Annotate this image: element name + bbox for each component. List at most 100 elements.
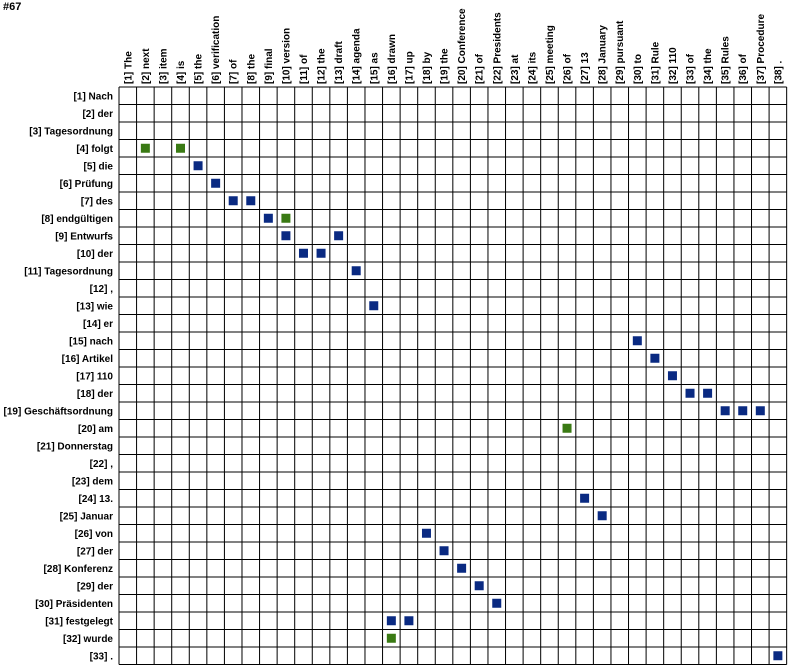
row-label: [13] wie xyxy=(76,301,113,312)
column-label: [24] its xyxy=(527,51,538,84)
row-label: [20] am xyxy=(78,424,113,435)
row-label: [6] Prüfung xyxy=(60,179,113,190)
alignment-cell-blue xyxy=(738,406,748,416)
row-label: [3] Tagesordnung xyxy=(29,126,113,137)
row-label: [12] , xyxy=(90,284,114,295)
column-label: [2] next xyxy=(141,48,152,84)
row-label: [9] Entwurfs xyxy=(55,231,113,242)
column-label: [29] pursuant xyxy=(615,20,626,84)
row-label: [7] des xyxy=(81,196,114,207)
alignment-cell-blue xyxy=(281,231,291,241)
column-label: [15] as xyxy=(369,52,380,84)
row-label: [16] Artikel xyxy=(62,354,114,365)
column-label: [19] the xyxy=(440,48,451,84)
row-label: [23] dem xyxy=(72,476,113,487)
column-label: [34] the xyxy=(703,48,714,84)
column-label: [1] The xyxy=(123,51,134,84)
row-label: [17] 110 xyxy=(76,371,113,382)
alignment-cells xyxy=(140,143,783,661)
alignment-cell-blue xyxy=(650,353,660,363)
column-label: [25] meeting xyxy=(545,25,556,84)
column-label: [16] drawn xyxy=(387,34,398,84)
column-label: [35] Rules xyxy=(721,36,732,84)
alignment-cell-blue xyxy=(421,528,431,538)
column-label: [6] verification xyxy=(211,16,222,84)
alignment-cell-blue xyxy=(720,406,730,416)
column-labels: [1] The [2] next [3] item [4] is [5] the [6] … xyxy=(123,8,784,84)
column-label: [23] at xyxy=(510,54,521,84)
column-label: [32] 110 xyxy=(668,47,679,84)
column-label: [20] Conference xyxy=(457,8,468,84)
alignment-cell-green xyxy=(562,423,572,433)
alignment-cell-blue xyxy=(773,651,783,661)
grid xyxy=(118,86,788,665)
row-label: [10] der xyxy=(77,249,113,260)
row-label: [4] folgt xyxy=(76,144,113,155)
column-label: [3] item xyxy=(158,48,169,84)
column-label: [38] . xyxy=(773,60,784,84)
alignment-cell-blue xyxy=(755,406,765,416)
figure-id: #67 xyxy=(3,1,22,13)
row-label: [5] die xyxy=(84,161,114,172)
alignment-cell-blue xyxy=(474,581,484,591)
row-label: [21] Donnerstag xyxy=(37,441,113,452)
row-label: [2] der xyxy=(82,109,113,120)
row-label: [30] Präsidenten xyxy=(35,599,113,610)
column-label: [28] January xyxy=(598,25,609,84)
row-label: [32] wurde xyxy=(63,634,113,645)
alignment-cell-green xyxy=(281,213,291,223)
row-label: [27] der xyxy=(77,546,113,557)
column-label: [33] of xyxy=(686,53,697,84)
alignment-cell-blue xyxy=(298,248,308,258)
alignment-cell-blue xyxy=(703,388,713,398)
alignment-cell-blue xyxy=(334,231,344,241)
column-label: [36] of xyxy=(738,53,749,84)
alignment-cell-blue xyxy=(369,301,379,311)
column-label: [7] of xyxy=(229,59,240,84)
row-label: [31] festgelegt xyxy=(45,616,113,627)
column-label: [21] of xyxy=(475,53,486,84)
column-label: [27] 13 xyxy=(580,52,591,84)
alignment-cell-green xyxy=(140,143,150,153)
alignment-cell-blue xyxy=(580,493,590,503)
row-label: [15] nach xyxy=(69,336,113,347)
row-label: [14] er xyxy=(83,319,113,330)
alignment-cell-blue xyxy=(597,511,607,521)
alignment-cell-blue xyxy=(193,161,203,171)
column-label: [12] the xyxy=(317,48,328,84)
column-label: [22] Presidents xyxy=(492,12,503,84)
alignment-cell-blue xyxy=(404,616,414,626)
column-label: [17] up xyxy=(404,51,415,84)
alignment-cell-blue xyxy=(685,388,695,398)
alignment-cell-blue xyxy=(439,546,449,556)
alignment-cell-blue xyxy=(667,371,677,381)
alignment-cell-blue xyxy=(386,616,396,626)
row-label: [1] Nach xyxy=(74,91,113,102)
alignment-cell-blue xyxy=(246,196,256,206)
row-label: [24] 13. xyxy=(79,494,114,505)
column-label: [9] final xyxy=(264,48,275,84)
column-label: [5] the xyxy=(194,54,205,84)
row-label: [26] von xyxy=(75,529,113,540)
row-label: [29] der xyxy=(77,581,113,592)
alignment-cell-blue xyxy=(228,196,238,206)
column-label: [11] of xyxy=(299,54,310,84)
alignment-cell-green xyxy=(175,143,185,153)
row-label: [28] Konferenz xyxy=(44,564,113,575)
alignment-cell-blue xyxy=(457,563,467,573)
column-label: [37] Procedure xyxy=(756,14,767,84)
column-label: [31] Rule xyxy=(650,41,661,84)
column-label: [14] agenda xyxy=(352,28,363,84)
row-label: [18] der xyxy=(77,389,113,400)
column-label: [30] to xyxy=(633,54,644,84)
alignment-cell-blue xyxy=(263,213,273,223)
column-label: [8] the xyxy=(246,54,257,84)
row-label: [11] Tagesordnung xyxy=(24,266,113,277)
row-label: [25] Januar xyxy=(60,511,113,522)
column-label: [18] by xyxy=(422,51,433,84)
row-label: [19] Geschäftsordnung xyxy=(4,406,113,417)
row-label: [8] endgültigen xyxy=(41,214,113,225)
alignment-cell-blue xyxy=(316,248,326,258)
column-label: [26] of xyxy=(563,53,574,84)
